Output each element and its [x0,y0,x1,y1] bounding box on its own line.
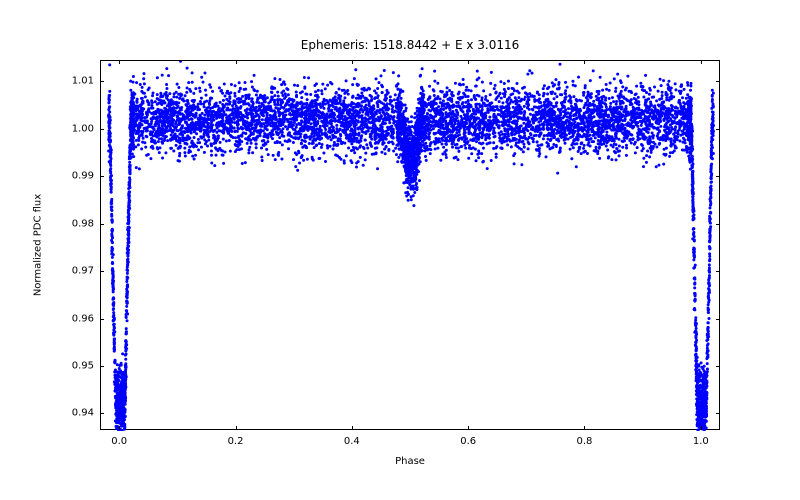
x-tick [119,426,120,430]
figure: Ephemeris: 1518.8442 + E x 3.0116 Phase … [0,0,800,500]
x-tick-label: 0.0 [111,436,127,447]
y-tick-label: 0.95 [66,360,94,371]
y-tick [100,129,104,130]
y-tick [716,176,720,177]
y-tick [100,224,104,225]
plot-area [100,60,720,430]
x-tick-label: 1.0 [693,436,709,447]
y-tick-label: 1.01 [66,76,94,87]
y-tick [716,271,720,272]
x-axis-label: Phase [395,456,425,467]
chart-title: Ephemeris: 1518.8442 + E x 3.0116 [301,38,520,52]
x-tick [701,60,702,64]
x-tick-label: 0.2 [228,436,244,447]
x-tick [236,60,237,64]
y-tick [100,271,104,272]
y-tick [100,366,104,367]
x-tick [584,426,585,430]
x-tick-label: 0.6 [460,436,476,447]
x-tick [468,426,469,430]
y-tick [716,413,720,414]
y-tick [100,176,104,177]
x-tick-label: 0.4 [344,436,360,447]
y-tick-label: 0.99 [66,171,94,182]
scatter-plot [101,61,721,431]
y-tick [716,129,720,130]
y-tick [100,413,104,414]
y-tick-label: 0.96 [66,313,94,324]
y-tick-label: 1.00 [66,123,94,134]
y-tick [716,224,720,225]
x-tick [352,426,353,430]
y-tick [100,81,104,82]
x-tick [236,426,237,430]
y-tick [100,319,104,320]
y-tick-label: 0.94 [66,408,94,419]
x-tick [584,60,585,64]
y-tick [716,319,720,320]
x-tick [701,426,702,430]
x-tick-label: 0.8 [577,436,593,447]
x-tick [468,60,469,64]
y-tick [716,366,720,367]
x-tick [352,60,353,64]
y-axis-label: Normalized PDC flux [33,194,44,296]
x-tick [119,60,120,64]
y-tick [716,81,720,82]
y-tick-label: 0.98 [66,218,94,229]
y-tick-label: 0.97 [66,266,94,277]
